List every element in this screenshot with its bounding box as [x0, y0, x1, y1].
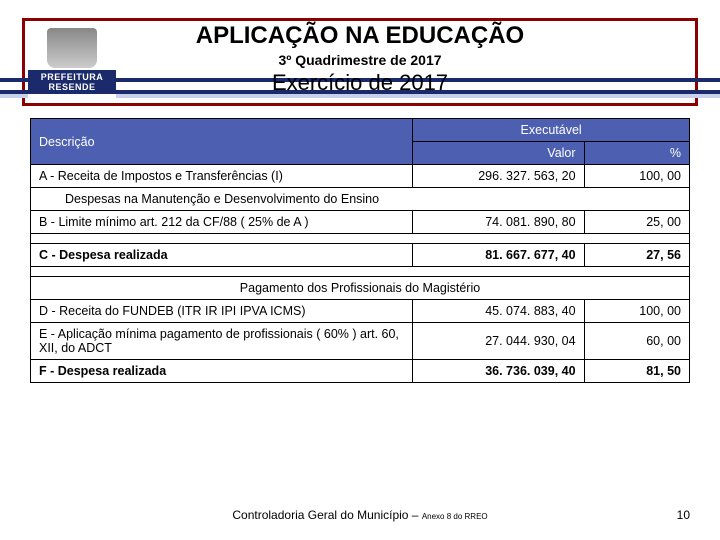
table-row: E - Aplicação mínima pagamento de profis… [31, 323, 690, 360]
th-percent: % [584, 142, 689, 165]
th-descricao: Descrição [31, 119, 413, 165]
cell-valor: 74. 081. 890, 80 [413, 211, 584, 234]
empty-cell [31, 267, 690, 277]
cell-percent: 27, 56 [584, 244, 689, 267]
cell-desc: B - Limite mínimo art. 212 da CF/88 ( 25… [31, 211, 413, 234]
table-row: D - Receita do FUNDEB (ITR IR IPI IPVA I… [31, 300, 690, 323]
municipality-logo: PREFEITURA RESENDE [28, 24, 116, 102]
logo-text-2: RESENDE [48, 82, 95, 92]
footer-main: Controladoria Geral do Município – [232, 508, 421, 522]
cell-percent: 100, 00 [584, 165, 689, 188]
page-number: 10 [677, 508, 690, 522]
table-row [31, 234, 690, 244]
cell-percent: 81, 50 [584, 360, 689, 383]
cell-percent: 60, 00 [584, 323, 689, 360]
cell-valor: 27. 044. 930, 04 [413, 323, 584, 360]
footer-annex: Anexo 8 do RREO [422, 512, 488, 521]
th-executavel: Executável [413, 119, 690, 142]
th-valor: Valor [413, 142, 584, 165]
cell-percent: 100, 00 [584, 300, 689, 323]
cell-valor: 296. 327. 563, 20 [413, 165, 584, 188]
cell-valor: 81. 667. 677, 40 [413, 244, 584, 267]
cell-desc: C - Despesa realizada [31, 244, 413, 267]
cell-valor: 36. 736. 039, 40 [413, 360, 584, 383]
logo-text-1: PREFEITURA [41, 72, 104, 82]
section-label: Pagamento dos Profissionais do Magistéri… [31, 277, 690, 300]
data-table-container: Descrição Executável Valor % A - Receita… [30, 118, 690, 383]
cell-desc: A - Receita de Impostos e Transferências… [31, 165, 413, 188]
table-row: A - Receita de Impostos e Transferências… [31, 165, 690, 188]
table-row: Pagamento dos Profissionais do Magistéri… [31, 277, 690, 300]
cell-valor: 45. 074. 883, 40 [413, 300, 584, 323]
table-row: F - Despesa realizada36. 736. 039, 4081,… [31, 360, 690, 383]
empty-cell [31, 234, 690, 244]
section-label: Despesas na Manutenção e Desenvolvimento… [31, 188, 690, 211]
footer-text: Controladoria Geral do Município – Anexo… [0, 508, 720, 522]
table-row [31, 267, 690, 277]
cell-desc: E - Aplicação mínima pagamento de profis… [31, 323, 413, 360]
table-body: A - Receita de Impostos e Transferências… [31, 165, 690, 383]
table-row: B - Limite mínimo art. 212 da CF/88 ( 25… [31, 211, 690, 234]
education-table: Descrição Executável Valor % A - Receita… [30, 118, 690, 383]
table-row: C - Despesa realizada81. 667. 677, 4027,… [31, 244, 690, 267]
crest-icon [47, 28, 97, 68]
cell-desc: F - Despesa realizada [31, 360, 413, 383]
cell-desc: D - Receita do FUNDEB (ITR IR IPI IPVA I… [31, 300, 413, 323]
cell-percent: 25, 00 [584, 211, 689, 234]
table-row: Despesas na Manutenção e Desenvolvimento… [31, 188, 690, 211]
